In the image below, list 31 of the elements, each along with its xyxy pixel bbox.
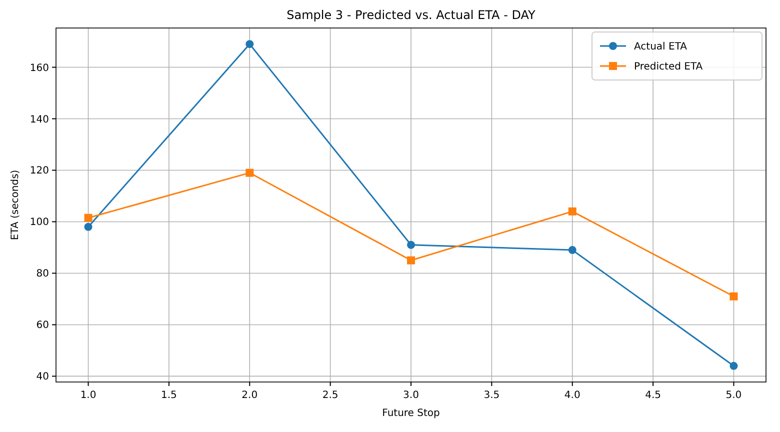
x-tick-label: 1.5 bbox=[161, 390, 177, 401]
y-tick-label: 120 bbox=[30, 166, 49, 177]
legend-label: Predicted ETA bbox=[634, 62, 703, 72]
point bbox=[407, 256, 415, 264]
point bbox=[246, 40, 254, 48]
point bbox=[568, 246, 576, 254]
x-tick-label: 3.0 bbox=[403, 390, 419, 401]
x-axis-title: Future Stop bbox=[382, 408, 440, 419]
point bbox=[407, 240, 415, 249]
y-tick-label: 80 bbox=[36, 268, 49, 280]
point bbox=[84, 214, 92, 222]
point bbox=[730, 362, 738, 370]
x-tick-label: 4.0 bbox=[564, 390, 580, 401]
x-tick-label: 2.0 bbox=[242, 390, 258, 401]
x-tick-label: 4.5 bbox=[645, 390, 661, 401]
chart-title: Sample 3 - Predicted vs. Actual ETA - DAY bbox=[286, 8, 536, 22]
y-tick-label: 60 bbox=[36, 320, 49, 332]
x-tick-label: 1.0 bbox=[80, 390, 96, 401]
x-tick-label: 5.0 bbox=[726, 390, 742, 401]
y-tick-label: 140 bbox=[30, 114, 49, 126]
x-tick-label: 3.5 bbox=[484, 390, 500, 401]
y-tick-label: 40 bbox=[36, 372, 49, 383]
point bbox=[730, 292, 738, 300]
point bbox=[568, 207, 576, 216]
x-tick-label: 2.5 bbox=[322, 390, 338, 401]
point bbox=[84, 222, 92, 231]
point bbox=[246, 168, 254, 177]
y-tick-label: 100 bbox=[30, 217, 49, 228]
y-axis-title: ETA (seconds) bbox=[10, 170, 21, 240]
y-tick-label: 160 bbox=[30, 62, 49, 74]
legend-label: Actual ETA bbox=[634, 42, 688, 52]
